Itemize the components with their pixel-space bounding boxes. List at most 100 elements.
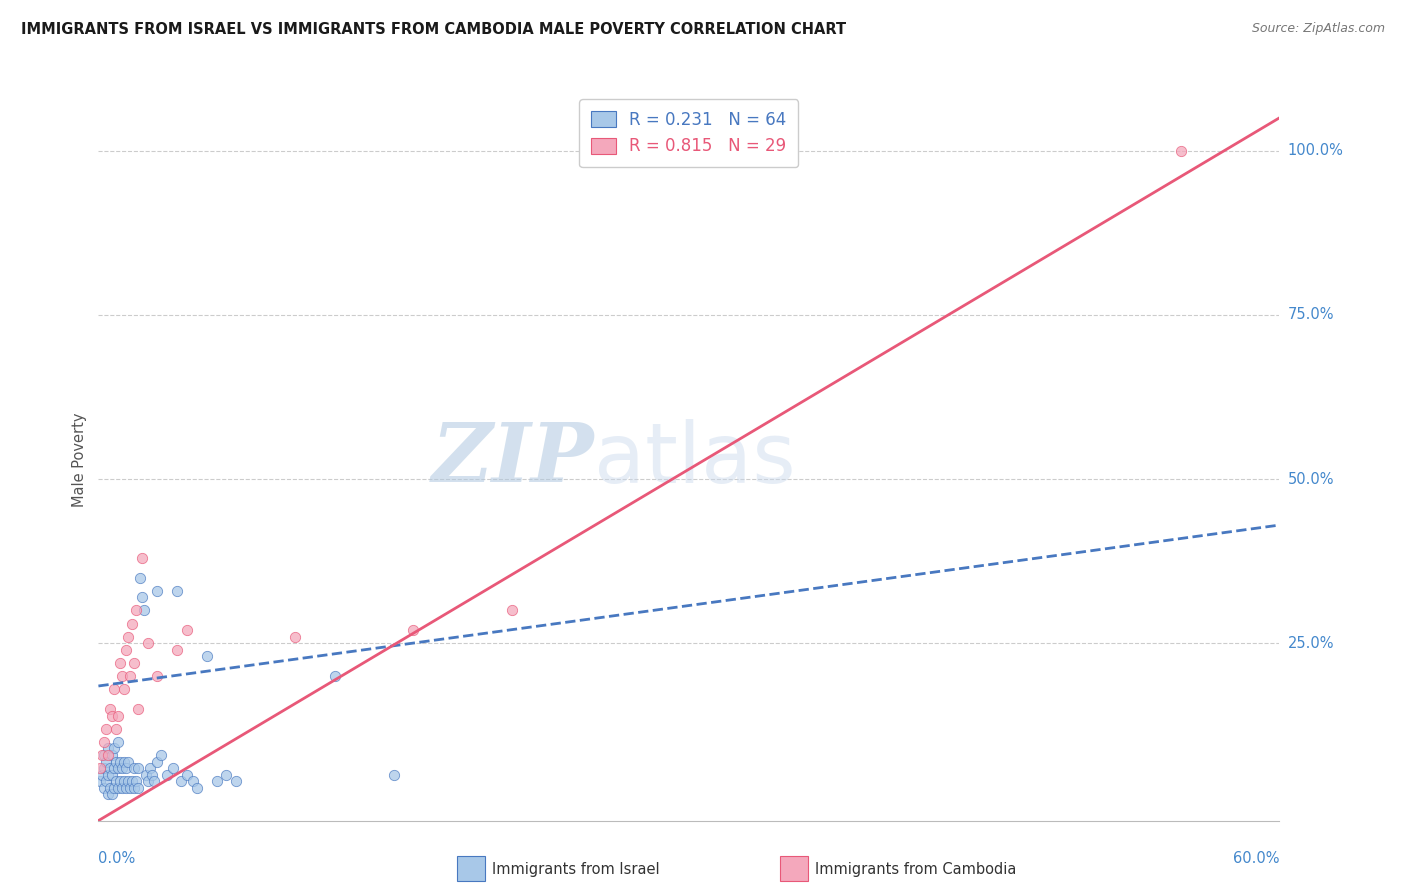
- Point: [128, 571, 150, 585]
- Point: [118, 669, 141, 683]
- Point: [89, 774, 111, 789]
- Legend: R = 0.231   N = 64, R = 0.815   N = 29: R = 0.231 N = 64, R = 0.815 N = 29: [579, 99, 799, 167]
- Point: [162, 761, 184, 775]
- Point: [170, 774, 193, 789]
- Text: ZIP: ZIP: [432, 419, 595, 500]
- Point: [284, 630, 307, 644]
- Point: [1170, 144, 1192, 158]
- Point: [108, 774, 131, 789]
- Point: [186, 780, 208, 795]
- Point: [146, 755, 169, 769]
- Point: [112, 774, 135, 789]
- Point: [96, 774, 118, 789]
- Point: [108, 656, 131, 670]
- Point: [121, 774, 143, 789]
- Point: [105, 722, 128, 736]
- Point: [215, 767, 238, 781]
- Point: [103, 780, 125, 795]
- Point: [117, 755, 139, 769]
- Point: [121, 616, 143, 631]
- Text: Immigrants from Israel: Immigrants from Israel: [492, 863, 659, 877]
- Point: [101, 747, 124, 762]
- Point: [112, 682, 135, 697]
- Point: [93, 780, 115, 795]
- Point: [125, 774, 148, 789]
- Y-axis label: Male Poverty: Male Poverty: [72, 412, 87, 507]
- Point: [323, 669, 346, 683]
- Text: atlas: atlas: [595, 419, 796, 500]
- Point: [89, 761, 111, 775]
- Point: [131, 591, 153, 605]
- Point: [205, 774, 228, 789]
- Text: 60.0%: 60.0%: [1233, 851, 1279, 866]
- Point: [115, 761, 138, 775]
- Point: [195, 649, 218, 664]
- Point: [97, 741, 120, 756]
- Point: [98, 702, 121, 716]
- Point: [111, 669, 134, 683]
- Point: [108, 755, 131, 769]
- Point: [101, 708, 124, 723]
- Point: [131, 550, 153, 565]
- Point: [112, 755, 135, 769]
- Point: [166, 583, 188, 598]
- Text: Immigrants from Cambodia: Immigrants from Cambodia: [815, 863, 1017, 877]
- Point: [146, 669, 169, 683]
- Point: [402, 623, 425, 637]
- Point: [117, 630, 139, 644]
- Point: [150, 747, 173, 762]
- Point: [97, 767, 120, 781]
- Point: [382, 767, 405, 781]
- Point: [122, 761, 145, 775]
- Point: [135, 767, 157, 781]
- Text: 25.0%: 25.0%: [1288, 636, 1334, 651]
- Point: [181, 774, 204, 789]
- Text: 50.0%: 50.0%: [1288, 472, 1334, 486]
- Text: IMMIGRANTS FROM ISRAEL VS IMMIGRANTS FROM CAMBODIA MALE POVERTY CORRELATION CHAR: IMMIGRANTS FROM ISRAEL VS IMMIGRANTS FRO…: [21, 22, 846, 37]
- Point: [103, 741, 125, 756]
- Point: [146, 583, 169, 598]
- Point: [93, 735, 115, 749]
- Point: [115, 643, 138, 657]
- Point: [107, 708, 129, 723]
- Point: [96, 755, 118, 769]
- Point: [97, 788, 120, 802]
- Point: [132, 603, 155, 617]
- Point: [138, 761, 160, 775]
- Text: Source: ZipAtlas.com: Source: ZipAtlas.com: [1251, 22, 1385, 36]
- Point: [176, 767, 198, 781]
- Point: [96, 722, 118, 736]
- Point: [125, 603, 148, 617]
- Point: [111, 761, 134, 775]
- Point: [91, 747, 114, 762]
- Point: [141, 767, 163, 781]
- Point: [91, 767, 114, 781]
- Point: [115, 780, 138, 795]
- Point: [225, 774, 247, 789]
- Point: [103, 682, 125, 697]
- Point: [122, 656, 145, 670]
- Point: [107, 780, 129, 795]
- Point: [107, 735, 129, 749]
- Point: [136, 774, 159, 789]
- Text: 75.0%: 75.0%: [1288, 308, 1334, 322]
- Point: [105, 774, 128, 789]
- Point: [127, 780, 149, 795]
- Point: [93, 761, 115, 775]
- Point: [98, 761, 121, 775]
- Text: 100.0%: 100.0%: [1288, 144, 1344, 158]
- Point: [501, 603, 523, 617]
- Point: [93, 747, 115, 762]
- Point: [111, 780, 134, 795]
- Point: [101, 767, 124, 781]
- Point: [101, 788, 124, 802]
- Point: [105, 755, 128, 769]
- Point: [118, 780, 141, 795]
- Point: [97, 747, 120, 762]
- Point: [127, 702, 149, 716]
- Point: [127, 761, 149, 775]
- Point: [107, 761, 129, 775]
- Point: [142, 774, 165, 789]
- Point: [98, 780, 121, 795]
- Point: [103, 761, 125, 775]
